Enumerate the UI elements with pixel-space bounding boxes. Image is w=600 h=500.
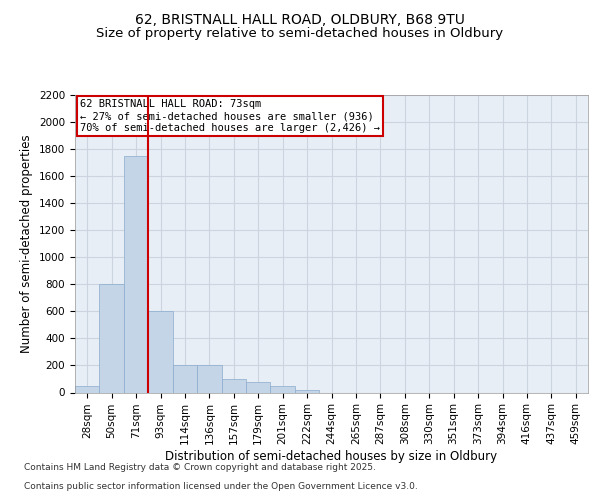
Bar	[295, 390, 319, 392]
Bar	[271, 386, 295, 392]
Bar	[124, 156, 148, 392]
Text: Contains public sector information licensed under the Open Government Licence v3: Contains public sector information licen…	[24, 482, 418, 491]
Bar	[246, 382, 271, 392]
Y-axis label: Number of semi-detached properties: Number of semi-detached properties	[20, 134, 34, 353]
Bar	[148, 312, 173, 392]
Bar	[197, 366, 221, 392]
Bar	[221, 379, 246, 392]
Text: Contains HM Land Registry data © Crown copyright and database right 2025.: Contains HM Land Registry data © Crown c…	[24, 464, 376, 472]
Text: 62 BRISTNALL HALL ROAD: 73sqm
← 27% of semi-detached houses are smaller (936)
70: 62 BRISTNALL HALL ROAD: 73sqm ← 27% of s…	[80, 100, 380, 132]
Bar	[100, 284, 124, 393]
X-axis label: Distribution of semi-detached houses by size in Oldbury: Distribution of semi-detached houses by …	[166, 450, 497, 463]
Text: 62, BRISTNALL HALL ROAD, OLDBURY, B68 9TU: 62, BRISTNALL HALL ROAD, OLDBURY, B68 9T…	[135, 12, 465, 26]
Bar	[173, 366, 197, 392]
Bar	[75, 386, 100, 392]
Text: Size of property relative to semi-detached houses in Oldbury: Size of property relative to semi-detach…	[97, 28, 503, 40]
